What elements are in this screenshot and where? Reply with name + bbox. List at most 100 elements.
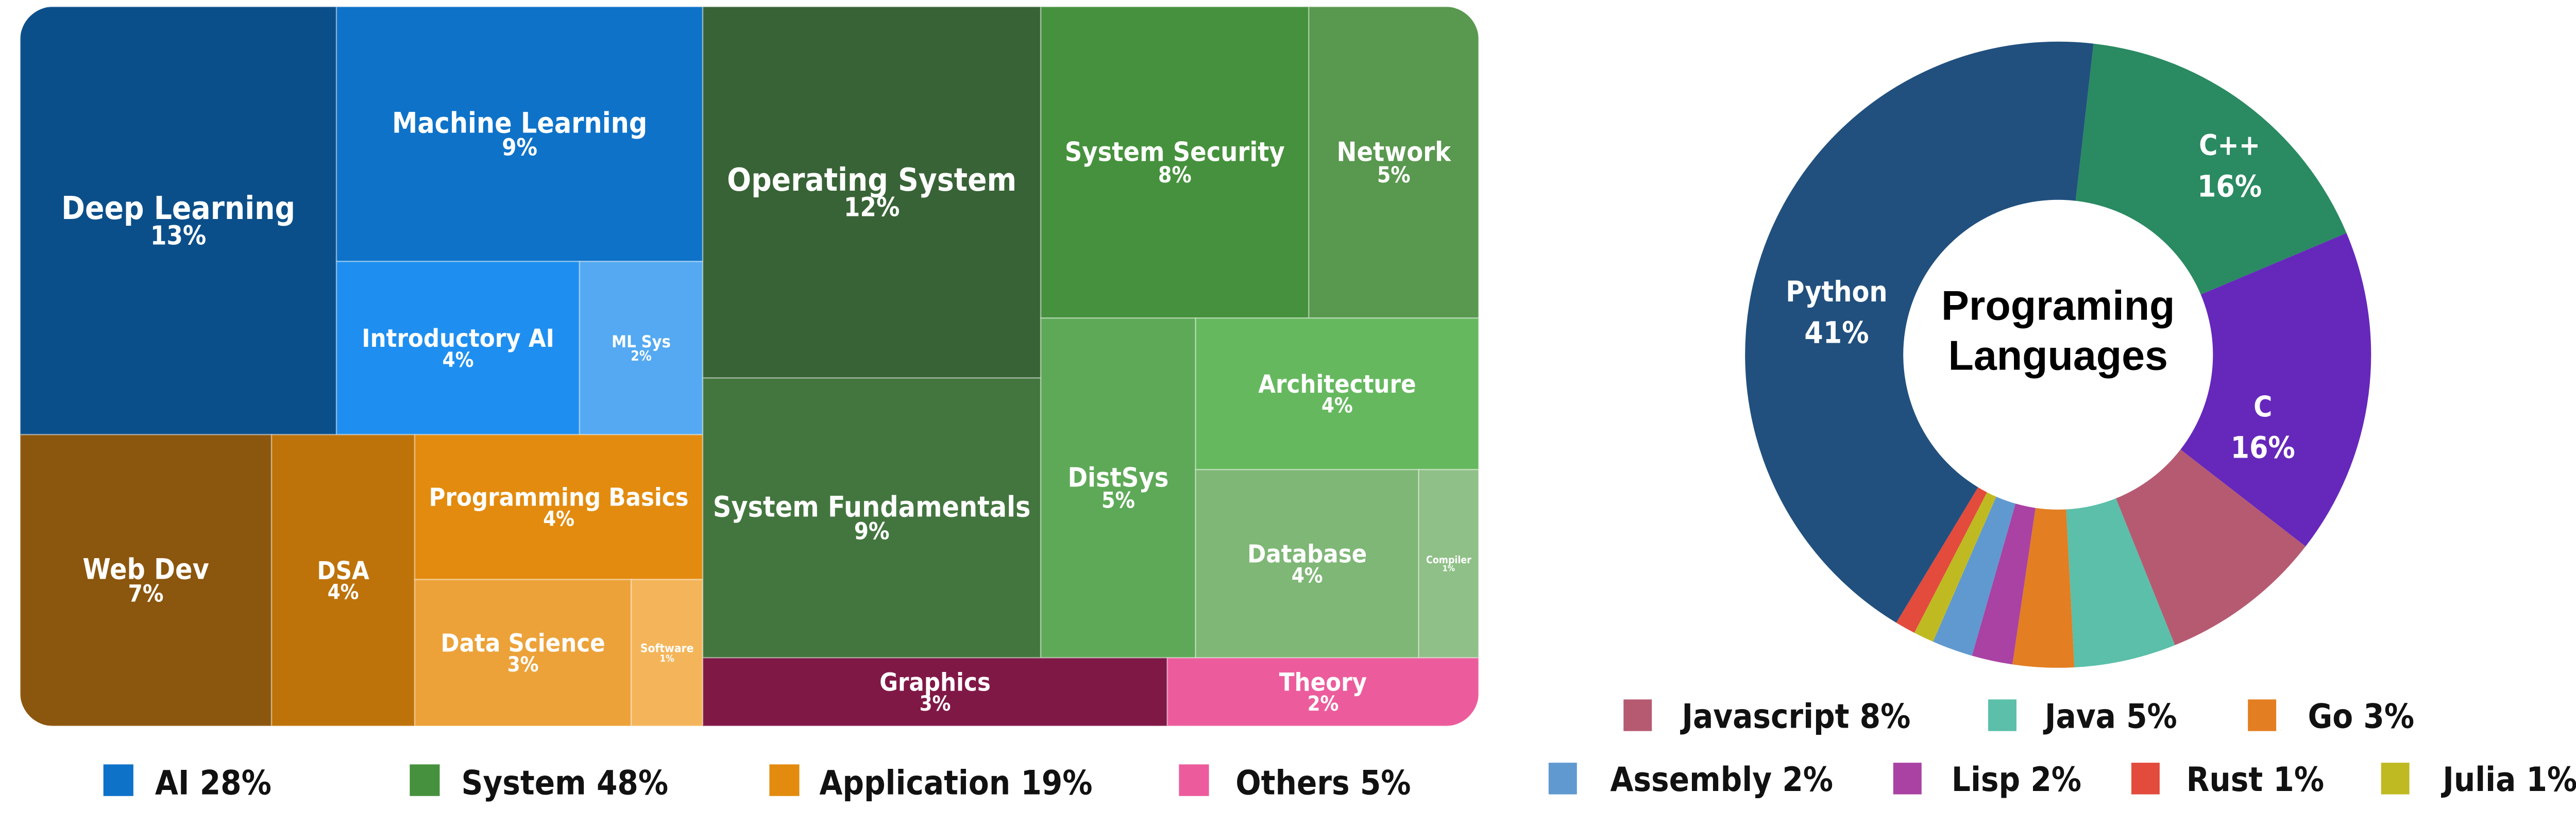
treemap-rect [1418,469,1479,659]
legend-label: Assembly 2% [1610,761,1833,799]
treemap-value-label: 5% [1101,488,1135,513]
legend-swatch [1179,764,1209,796]
treemap-value-label: 8% [1158,162,1192,188]
slice-label-c: C++ [2199,129,2260,162]
treemap-label: Data Science [440,629,605,658]
treemap-legend: AI 28% System 48% Application 19% Others 5% [103,764,1411,803]
treemap-label: Architecture [1258,370,1416,399]
donut-slice-c [2075,43,2347,295]
treemap-label: Web Dev [82,553,209,586]
legend-label: Rust 1% [2187,761,2325,799]
legend-item-julia: Julia 1% [2381,761,2576,799]
treemap-label: Theory [1279,668,1367,697]
treemap-value-label: 1% [659,653,674,664]
legend-label: AI 28% [155,764,272,803]
treemap-rect [335,261,581,435]
legend-swatch [2381,763,2410,795]
donut-slice-assembly [1933,496,2016,656]
legend-label: Others 5% [1235,764,1411,803]
legend-label: Application 19% [819,764,1092,803]
treemap-rect [20,434,273,727]
donut-slice-rust [1896,487,1987,633]
legend-item-rust: Rust 1% [2131,761,2324,799]
slice-label-c: C [2253,390,2272,423]
legend-item-system: System 48% [410,764,668,803]
legend-swatch [1623,699,1652,731]
donut-slice-lisp [1972,503,2036,665]
slice-label-python: Python [1786,275,1887,308]
treemap-label: Graphics [879,668,991,697]
treemap-value-label: 4% [543,507,574,531]
treemap-value-label: 4% [443,348,474,372]
donut-slice-java [2066,498,2175,668]
treemap-value-label: 9% [502,133,537,161]
legend-label: Lisp 2% [1952,761,2081,799]
donut-legend: Javascript 8% Java 5% Go 3% Assembly 2% Lisp… [1548,697,2576,799]
treemap-label: Deep Learning [61,190,295,227]
treemap-rect [1166,657,1479,727]
treemap-value-label: 4% [1321,394,1353,418]
treemap-value-label: 4% [328,581,359,604]
legend-swatch [103,764,133,796]
legend-label: Javascript 8% [1680,697,1910,736]
treemap-rect [1195,317,1479,470]
treemap-rect [630,579,704,727]
treemap-rect [414,579,632,727]
slice-value-c: 16% [2231,430,2295,465]
legend-item-application: Application 19% [769,764,1093,803]
treemap-label: System Security [1065,137,1285,168]
treemap-rect [1195,469,1420,659]
donut-slice-julia [1914,492,1996,642]
donut-slice-python [1745,41,2094,623]
treemap-value-label: 12% [844,192,900,222]
treemap-rect [1040,6,1310,319]
treemap-label: Machine Learning [392,106,647,139]
legend-swatch [410,764,440,796]
legend-swatch [1988,699,2016,731]
legend-item-others: Others 5% [1179,764,1411,803]
treemap-label: Introductory AI [362,324,554,353]
donut-slice-javascript [2115,449,2306,645]
donut-slice-go [2012,508,2075,668]
legend-label: Julia 1% [2441,761,2576,799]
treemap-rect [270,434,416,727]
slice-value-python: 41% [1804,315,1869,350]
treemap-label: DSA [317,557,369,585]
treemap-label: ML Sys [612,332,671,351]
treemap-value-label: 3% [507,653,539,677]
treemap-rect [20,6,337,435]
treemap-value-label: 7% [128,580,164,607]
treemap-rect [414,434,704,580]
treemap-value-label: 5% [1377,162,1411,188]
legend-swatch [2248,699,2277,731]
donut-title-line-1: Programing [1941,282,2175,329]
legend-item-javascript: Javascript 8% [1623,697,1910,736]
legend-swatch [1548,763,1577,795]
treemap-value-label: 13% [150,220,206,250]
treemap-label: Database [1247,540,1367,569]
treemap-label: DistSys [1067,462,1168,493]
treemap-rect [335,6,704,262]
treemap-rect [702,657,1168,727]
donut-slice-c [2180,233,2371,547]
donut-title-line-2: Languages [1948,332,2168,379]
treemap-tile-introductory-ai: Introductory AI4% [335,261,581,435]
treemap-label: System Fundamentals [713,490,1031,523]
legend-swatch [769,764,800,796]
legend-item-go: Go 3% [2248,697,2414,736]
